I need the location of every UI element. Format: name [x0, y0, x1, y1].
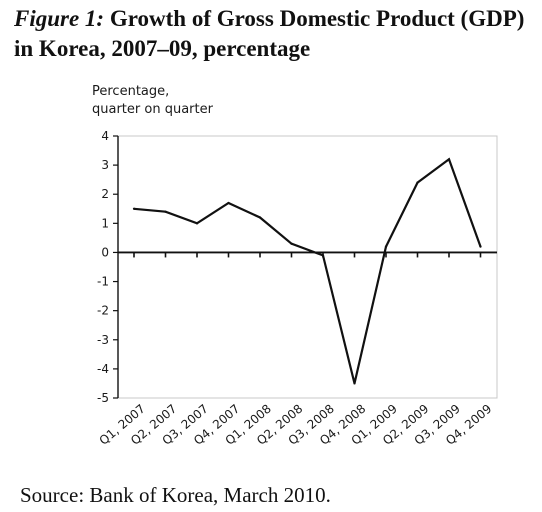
data-point: [132, 207, 136, 210]
figure-label: Figure 1:: [14, 6, 105, 31]
y-tick-label: 1: [101, 216, 109, 230]
plot-frame: [117, 135, 498, 399]
y-tick-label: 0: [101, 245, 109, 259]
figure-title: Figure 1: Growth of Gross Domestic Produ…: [14, 4, 534, 64]
y-tick-label: 2: [101, 187, 109, 201]
source-note: Source: Bank of Korea, March 2010.: [20, 483, 331, 507]
y-tick-label: -5: [97, 391, 109, 405]
gdp-growth-line: [133, 157, 482, 384]
figure-title-text: Growth of Gross Domestic Product (GDP) i…: [14, 6, 525, 61]
data-point: [479, 245, 482, 248]
y-tick-label: 4: [101, 129, 109, 143]
y-tick-label: -3: [97, 333, 109, 347]
data-point: [416, 181, 419, 184]
data-point: [227, 201, 230, 205]
data-point: [195, 222, 199, 225]
y-tick-label: 3: [101, 158, 109, 172]
y-tick-label: -2: [97, 304, 109, 318]
y-axis-label-line-1: Percentage,: [92, 84, 170, 99]
data-point: [384, 245, 388, 248]
data-point: [164, 210, 167, 213]
y-axis-label-line-2: quarter on quarter: [92, 102, 213, 117]
data-point: [290, 242, 293, 245]
data-point: [258, 216, 262, 219]
data-point: [321, 254, 325, 257]
y-tick-label: -4: [97, 362, 109, 376]
y-tick-label: -1: [97, 275, 109, 289]
data-point: [447, 158, 451, 161]
data-point: [353, 382, 356, 385]
y-axis-label: Percentage, quarter on quarter: [92, 83, 213, 119]
